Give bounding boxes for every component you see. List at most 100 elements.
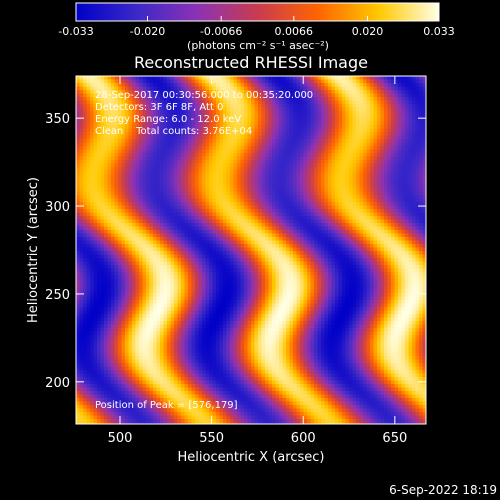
heatmap-cell (135, 167, 140, 171)
heatmap-cell (289, 163, 294, 168)
heatmap-cell (328, 205, 332, 210)
heatmap-cell (366, 86, 371, 91)
heatmap-cell (398, 125, 402, 129)
heatmap-cell (76, 177, 80, 182)
heatmap-cell (338, 149, 343, 154)
heatmap-cell (405, 191, 409, 196)
heatmap-cell (76, 247, 80, 252)
heatmap-cell (398, 240, 402, 245)
chart-title: Reconstructed RHESSI Image (134, 53, 368, 72)
heatmap-cell (247, 184, 252, 189)
heatmap-cell (335, 132, 339, 136)
heatmap-cell (132, 107, 136, 112)
heatmap-cell (121, 237, 126, 241)
heatmap-cell (300, 149, 304, 154)
heatmap-cell (324, 128, 329, 133)
heatmap-cell (104, 230, 108, 234)
heatmap-cell (317, 170, 322, 175)
heatmap-cell (170, 230, 175, 234)
heatmap-cell (307, 111, 311, 115)
heatmap-cell (289, 181, 294, 185)
heatmap-cell (275, 195, 280, 199)
heatmap-cell (90, 156, 94, 161)
heatmap-cell (268, 79, 273, 84)
heatmap-cell (226, 240, 231, 245)
heatmap-cell (139, 121, 143, 126)
heatmap-cell (212, 198, 217, 203)
heatmap-cell (226, 195, 231, 199)
heatmap-cell (247, 209, 252, 213)
heatmap-cell (202, 223, 206, 227)
heatmap-cell (342, 156, 346, 161)
heatmap-cell (191, 149, 196, 154)
heatmap-cell (181, 163, 185, 168)
heatmap-cell (275, 202, 280, 206)
heatmap-cell (125, 111, 129, 115)
heatmap-cell (366, 118, 371, 122)
heatmap-cell (300, 93, 304, 98)
heatmap-cell (387, 233, 392, 238)
heatmap-cell (363, 125, 367, 129)
heatmap-cell (184, 142, 189, 147)
heatmap-cell (156, 244, 161, 248)
heatmap-cell (142, 212, 147, 217)
heatmap-cell (128, 125, 133, 129)
heatmap-cell (324, 90, 329, 94)
heatmap-cell (317, 111, 322, 115)
heatmap-cell (377, 181, 381, 185)
heatmap-cell (303, 86, 308, 91)
heatmap-cell (76, 191, 80, 196)
heatmap-cell (338, 198, 343, 203)
heatmap-cell (412, 237, 416, 241)
heatmap-cell (191, 219, 196, 224)
heatmap-cell (373, 125, 378, 129)
heatmap-cell (104, 181, 108, 185)
heatmap-cell (279, 79, 283, 84)
heatmap-cell (142, 237, 147, 241)
heatmap-cell (282, 230, 287, 234)
heatmap-cell (314, 153, 318, 157)
heatmap-cell (142, 205, 147, 210)
heatmap-cell (324, 146, 329, 150)
heatmap-cell (104, 93, 108, 98)
heatmap-cell (156, 177, 161, 182)
heatmap-cell (268, 212, 273, 217)
heatmap-cell (128, 195, 133, 199)
heatmap-cell (352, 104, 357, 108)
heatmap-cell (142, 167, 147, 171)
heatmap-cell (223, 188, 227, 192)
heatmap-cell (86, 226, 91, 231)
heatmap-cell (223, 132, 227, 136)
heatmap-cell (391, 93, 395, 98)
heatmap-cell (177, 128, 182, 133)
heatmap-cell (240, 167, 245, 171)
heatmap-cell (79, 93, 84, 98)
heatmap-cell (212, 219, 217, 224)
heatmap-cell (405, 76, 409, 80)
heatmap-cell (303, 163, 308, 168)
heatmap-cell (237, 100, 241, 105)
heatmap-cell (142, 132, 147, 136)
heatmap-cell (181, 121, 185, 126)
heatmap-cell (198, 233, 203, 238)
heatmap-cell (268, 90, 273, 94)
heatmap-cell (195, 132, 199, 136)
heatmap-cell (83, 191, 87, 196)
heatmap-cell (377, 170, 381, 175)
heatmap-cell (328, 121, 332, 126)
heatmap-cell (387, 202, 392, 206)
heatmap-cell (219, 170, 224, 175)
heatmap-cell (279, 160, 283, 164)
heatmap-cell (419, 97, 423, 101)
heatmap-cell (174, 223, 178, 227)
heatmap-cell (83, 205, 87, 210)
heatmap-cell (286, 167, 290, 171)
heatmap-cell (146, 240, 150, 245)
heatmap-cell (97, 219, 101, 224)
heatmap-cell (363, 177, 367, 182)
heatmap-cell (310, 93, 315, 98)
heatmap-cell (86, 209, 91, 213)
heatmap-cell (359, 104, 364, 108)
heatmap-cell (93, 188, 98, 192)
heatmap-cell (247, 233, 252, 238)
